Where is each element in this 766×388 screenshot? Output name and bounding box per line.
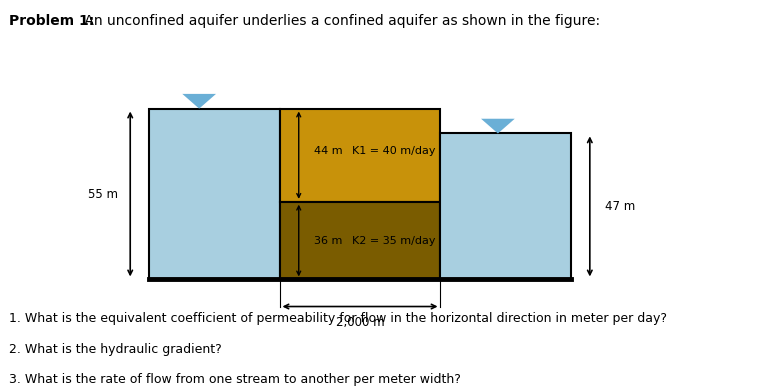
Bar xyxy=(440,133,571,279)
Text: 36 m: 36 m xyxy=(314,236,342,246)
Bar xyxy=(149,109,280,279)
Bar xyxy=(280,202,440,279)
Text: 44 m: 44 m xyxy=(314,146,342,156)
Polygon shape xyxy=(182,94,216,109)
Text: 3. What is the rate of flow from one stream to another per meter width?: 3. What is the rate of flow from one str… xyxy=(9,373,461,386)
Text: An unconfined aquifer underlies a confined aquifer as shown in the figure:: An unconfined aquifer underlies a confin… xyxy=(80,14,601,28)
Text: 2,000 m: 2,000 m xyxy=(336,316,385,329)
Text: 47 m: 47 m xyxy=(605,200,636,213)
Text: 55 m: 55 m xyxy=(88,187,119,201)
Text: K2 = 35 m/day: K2 = 35 m/day xyxy=(352,236,436,246)
Text: 2. What is the hydraulic gradient?: 2. What is the hydraulic gradient? xyxy=(9,343,222,357)
Text: 1. What is the equivalent coefficient of permeability for flow in the horizontal: 1. What is the equivalent coefficient of… xyxy=(9,312,667,326)
Polygon shape xyxy=(481,119,515,133)
Bar xyxy=(280,109,440,202)
Text: Problem 1:: Problem 1: xyxy=(9,14,94,28)
Text: K1 = 40 m/day: K1 = 40 m/day xyxy=(352,146,436,156)
